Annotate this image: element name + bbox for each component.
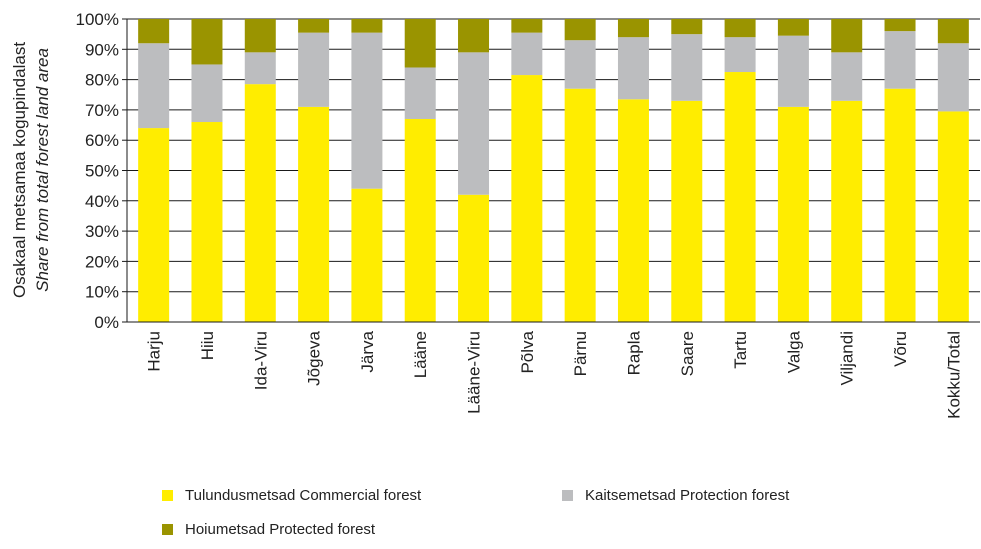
x-tick-label: Saare [678,331,697,376]
legend-swatch-commercial [162,490,173,501]
axes [122,18,980,323]
bar-segment [191,122,223,323]
bar-segment [777,35,809,107]
x-tick-label: Järva [358,330,377,372]
bar-segment [404,118,436,323]
y-axis-title-line2: Share from total forest land area [33,48,52,292]
x-tick-label: Harju [145,331,164,372]
bar-segment [564,19,596,41]
y-tick-label: 0% [94,313,119,332]
bar-segment [937,111,969,322]
y-tick-label: 90% [85,40,119,59]
legend-label-protection: Kaitsemetsad Protection forest [585,487,790,504]
y-tick-label: 10% [85,283,119,302]
bar-segment [298,106,330,323]
bar-segment [671,100,703,322]
bar-segment [937,43,969,112]
x-tick-labels: Harju Hiiu Ida-Viru Jõgeva Järva Lääne Lääne-V… [145,330,964,418]
bar-segment [937,19,969,44]
bar-segment [564,40,596,89]
bar-segment [724,19,756,38]
x-tick-label: Ida-Viru [251,331,270,390]
x-tick-label: Rapla [624,330,643,375]
bar-segment [244,52,276,85]
bar-segment [777,19,809,36]
x-tick-label: Pärnu [571,331,590,376]
bar-segment [884,31,916,89]
legend-label-protected: Hoiumetsad Protected forest [185,521,376,538]
bar-segment [298,19,330,33]
bar-segment [138,128,170,322]
legend-item-protected: Hoiumetsad Protected forest [162,521,375,538]
legend-item-commercial: Tulundusmetsad Commercial forest [162,487,421,504]
x-tick-label: Lääne-Viru [465,331,484,414]
bar-segment [351,32,383,189]
bar-segment [191,19,223,65]
bar-segment [298,32,330,107]
bar-segment [777,106,809,323]
x-tick-label: Tartu [731,331,750,369]
bar-segment [191,64,223,123]
legend-item-protection: Kaitsemetsad Protection forest [562,487,789,504]
y-tick-label: 80% [85,71,119,90]
y-tick-label: 40% [85,192,119,211]
bar-segment [831,19,863,53]
bar-segment [404,19,436,68]
bar-segment [724,72,756,323]
y-tick-label: 100% [76,10,119,29]
bar-segment [458,194,490,322]
bar-segment [244,19,276,53]
bar-segment [831,100,863,322]
x-tick-label: Lääne [411,331,430,378]
bar-segment [458,19,490,53]
bar-segment [511,32,543,76]
bar-segment [404,67,436,119]
legend-label-commercial: Tulundusmetsad Commercial forest [185,487,422,504]
y-tick-labels: 0% 10% 20% 30% 40% 50% 60% 70% 80% 90% 100% [76,10,119,332]
x-tick-label: Valga [784,330,803,373]
bar-segment [138,19,170,44]
bar-segment [351,19,383,33]
bar-segment [511,19,543,33]
x-tick-label: Viljandi [838,331,857,386]
x-tick-label: Võru [891,331,910,367]
bar-segment [351,188,383,322]
x-tick-label: Jõgeva [305,330,324,385]
y-tick-label: 70% [85,101,119,120]
bar-segment [617,99,649,322]
bar-segment [671,34,703,101]
bar-segment [138,43,170,129]
bar-segment [884,88,916,322]
y-tick-label: 20% [85,252,119,271]
x-tick-label: Kokku/Total [944,331,963,419]
y-axis-title: Osakaal metsamaa kogupindalast Share fro… [10,42,52,298]
bar-segment [724,37,756,73]
legend-swatch-protection [562,490,573,501]
bar-segment [831,52,863,101]
bar-segment [458,52,490,195]
y-tick-label: 30% [85,222,119,241]
y-tick-label: 50% [85,162,119,181]
x-tick-label: Hiiu [198,331,217,360]
bar-segment [884,19,916,32]
bar-segment [617,19,649,38]
bar-segment [671,19,703,35]
bar-segment [244,84,276,323]
y-axis-title-line1: Osakaal metsamaa kogupindalast [10,42,29,298]
legend-swatch-protected [162,524,173,535]
y-tick-label: 60% [85,131,119,150]
bar-segment [564,88,596,322]
bar-segment [511,75,543,323]
bars [138,19,969,323]
bar-segment [617,37,649,100]
x-tick-label: Põlva [518,330,537,373]
